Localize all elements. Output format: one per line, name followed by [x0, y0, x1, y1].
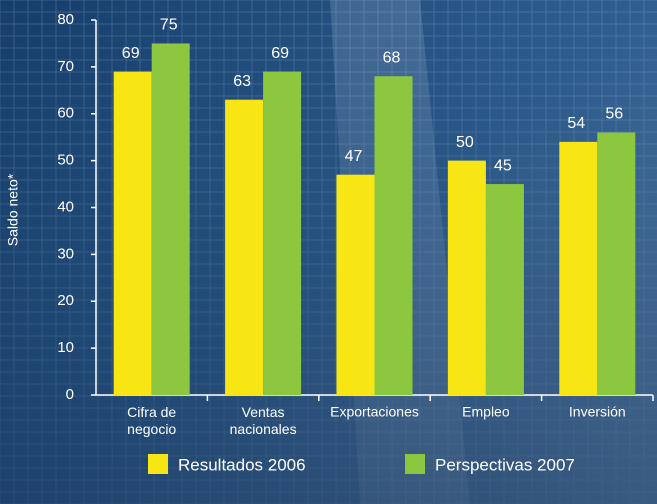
bar	[486, 184, 524, 395]
value-label: 45	[494, 157, 512, 174]
y-tick-label: 20	[57, 292, 74, 309]
x-tick-label: Inversión	[569, 404, 626, 420]
legend-swatch	[405, 454, 425, 474]
value-label: 63	[233, 73, 251, 90]
value-label: 69	[122, 45, 140, 62]
bar	[448, 161, 486, 395]
chart: Saldo neto* 0 10 20 30 40 50 60 70 80 Cifra deneg…	[0, 0, 657, 504]
bar	[559, 142, 597, 395]
bar	[337, 175, 375, 395]
x-tick-label: Empleo	[462, 404, 510, 420]
value-label: 47	[345, 148, 363, 165]
bar	[263, 72, 301, 395]
y-tick-label: 0	[66, 386, 74, 403]
value-label: 69	[271, 45, 289, 62]
y-tick-label: 70	[57, 58, 74, 75]
legend-swatch	[148, 454, 168, 474]
value-label: 75	[160, 17, 178, 34]
value-label: 50	[456, 134, 474, 151]
y-tick-label: 10	[57, 339, 74, 356]
y-tick-label: 50	[57, 152, 74, 169]
value-label: 54	[567, 115, 585, 132]
y-axis-label: Saldo neto*	[5, 173, 21, 246]
bar	[225, 100, 263, 395]
value-label: 68	[383, 49, 401, 66]
value-label: 56	[605, 106, 623, 123]
y-tick-label: 30	[57, 245, 74, 262]
legend-label: Perspectivas 2007	[435, 455, 575, 474]
bar	[597, 133, 635, 396]
x-tick-label: Exportaciones	[330, 404, 419, 420]
legend-label: Resultados 2006	[178, 455, 306, 474]
bar	[375, 76, 413, 395]
background-shade	[0, 0, 657, 504]
y-tick-label: 40	[57, 198, 74, 215]
bar	[114, 72, 152, 395]
y-tick-label: 80	[57, 11, 74, 28]
bar	[152, 43, 190, 395]
y-tick-label: 60	[57, 105, 74, 122]
